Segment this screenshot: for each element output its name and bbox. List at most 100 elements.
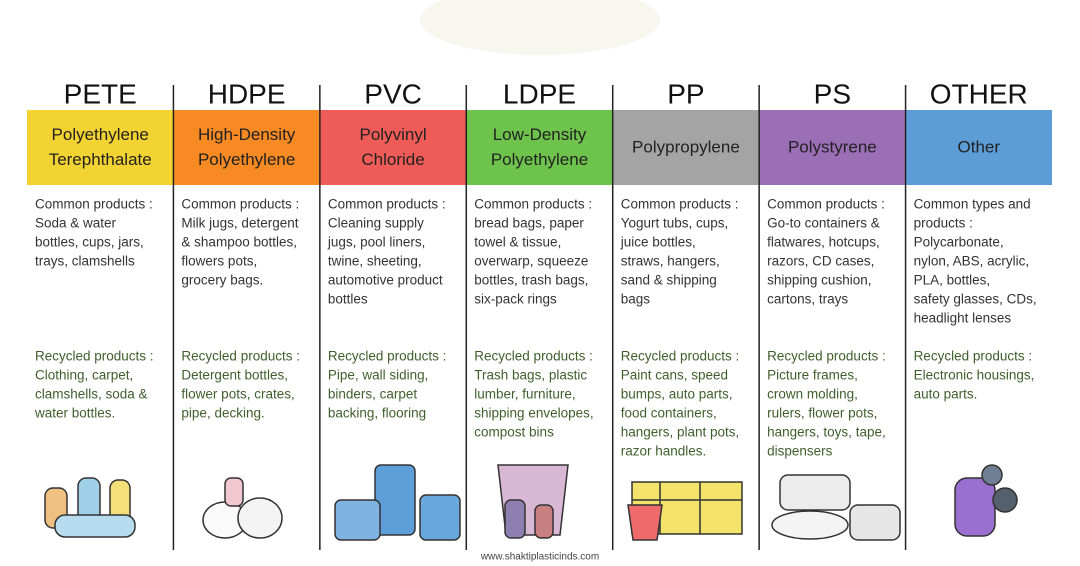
recycled-label: Recycled products : <box>474 349 593 364</box>
common-item: Polycarbonate, <box>914 235 1004 250</box>
common-label: Common products : <box>181 197 299 212</box>
common-label: products : <box>914 216 973 231</box>
faint-shape <box>420 0 660 55</box>
common-item: flatwares, hotcups, <box>767 235 880 250</box>
footer-url: www.shaktiplasticinds.com <box>480 552 599 563</box>
common-item: automotive product <box>328 273 443 288</box>
plastic-name: Terephthalate <box>49 150 152 169</box>
recycled-label: Recycled products : <box>767 349 886 364</box>
recycled-item: lumber, furniture, <box>474 387 575 402</box>
plastic-name: Polystyrene <box>788 137 877 156</box>
plastic-code: OTHER <box>930 78 1028 109</box>
plastic-name: Low-Density <box>493 125 587 144</box>
name-band <box>759 110 906 185</box>
recycled-item: Electronic housings, <box>914 368 1035 383</box>
recycled-item: binders, carpet <box>328 387 418 402</box>
common-item: bread bags, paper <box>474 216 584 231</box>
common-item: shipping cushion, <box>767 273 871 288</box>
recycled-item: food containers, <box>621 406 717 421</box>
recycled-item: backing, flooring <box>328 406 426 421</box>
plastic-name: Polyvinyl <box>360 125 427 144</box>
common-item: headlight lenses <box>914 311 1012 326</box>
plastic-name: Polyethylene <box>198 150 295 169</box>
common-item: bottles, cups, jars, <box>35 235 144 250</box>
common-item: PLA, bottles, <box>914 273 991 288</box>
common-item: razors, CD cases, <box>767 254 874 269</box>
recycled-item: hangers, toys, tape, <box>767 425 886 440</box>
recycled-label: Recycled products : <box>35 349 154 364</box>
recycled-item: pipe, decking. <box>181 406 264 421</box>
common-item: safety glasses, CDs, <box>914 292 1037 307</box>
common-item: nylon, ABS, acrylic, <box>914 254 1030 269</box>
common-item: grocery bags. <box>181 273 263 288</box>
illustrations <box>44 464 1018 541</box>
common-item: overwarp, squeeze <box>474 254 588 269</box>
recycled-item: water bottles. <box>34 406 115 421</box>
common-item: juice bottles, <box>620 235 696 250</box>
plastic-code: HDPE <box>208 78 286 109</box>
common-item: straws, hangers, <box>621 254 720 269</box>
recycled-item: crown molding, <box>767 387 858 402</box>
plastic-name: Other <box>958 137 1001 156</box>
name-band <box>905 110 1052 185</box>
common-item: towel & tissue, <box>474 235 561 250</box>
plastic-code: PVC <box>364 78 422 109</box>
common-item: Milk jugs, detergent <box>181 216 298 231</box>
recycled-item: clamshells, soda & <box>35 387 148 402</box>
recycled-label: Recycled products : <box>328 349 447 364</box>
common-item: Go-to containers & <box>767 216 880 231</box>
recycled-item: Picture frames, <box>767 368 858 383</box>
name-band <box>319 110 467 185</box>
recycled-label: Recycled products : <box>181 349 300 364</box>
common-item: Cleaning supply <box>328 216 424 231</box>
recycled-item: Paint cans, speed <box>621 368 728 383</box>
name-band <box>612 110 760 185</box>
common-item: trays, clamshells <box>35 254 135 269</box>
common-item: jugs, pool liners, <box>327 235 426 250</box>
plastic-name: Polyethylene <box>491 150 588 169</box>
plastic-name: High-Density <box>198 125 296 144</box>
common-item: Yogurt tubs, cups, <box>621 216 729 231</box>
plastic-name: Chloride <box>361 150 424 169</box>
recycled-item: hangers, plant pots, <box>621 425 740 440</box>
plastic-code: PS <box>814 78 851 109</box>
common-item: bags <box>621 292 651 307</box>
recycled-item: razor handles. <box>621 444 707 459</box>
plastic-code: PP <box>667 78 704 109</box>
common-item: flowers pots, <box>181 254 257 269</box>
plastic-code: LDPE <box>503 78 576 109</box>
common-label: Common types and <box>914 197 1031 212</box>
recycled-item: Clothing, carpet, <box>35 368 133 383</box>
common-label: Common products : <box>328 197 446 212</box>
name-band <box>27 110 174 185</box>
name-band <box>466 110 613 185</box>
common-item: twine, sheeting, <box>328 254 422 269</box>
common-item: Soda & water <box>35 216 117 231</box>
common-item: bottles <box>328 292 368 307</box>
common-label: Common products : <box>621 197 739 212</box>
recycled-item: rulers, flower pots, <box>767 406 877 421</box>
recycled-item: compost bins <box>474 425 554 440</box>
common-item: sand & shipping <box>621 273 717 288</box>
common-label: Common products : <box>474 197 592 212</box>
recycled-item: auto parts. <box>914 387 978 402</box>
recycled-label: Recycled products : <box>914 349 1033 364</box>
recycled-item: Trash bags, plastic <box>474 368 587 383</box>
plastic-name: Polypropylene <box>632 137 740 156</box>
recycled-label: Recycled products : <box>621 349 740 364</box>
common-label: Common products : <box>767 197 885 212</box>
common-item: cartons, trays <box>767 292 848 307</box>
common-label: Common products : <box>35 197 153 212</box>
recycled-item: flower pots, crates, <box>181 387 294 402</box>
recycled-item: shipping envelopes, <box>474 406 593 421</box>
plastic-name: Polyethylene <box>52 125 149 144</box>
common-item: six-pack rings <box>474 292 557 307</box>
common-item: & shampoo bottles, <box>181 235 297 250</box>
recycled-item: dispensers <box>767 444 833 459</box>
name-band <box>173 110 320 185</box>
recycled-item: Pipe, wall siding, <box>328 368 429 383</box>
recycled-item: bumps, auto parts, <box>621 387 733 402</box>
recycled-item: Detergent bottles, <box>181 368 288 383</box>
common-item: bottles, trash bags, <box>474 273 588 288</box>
